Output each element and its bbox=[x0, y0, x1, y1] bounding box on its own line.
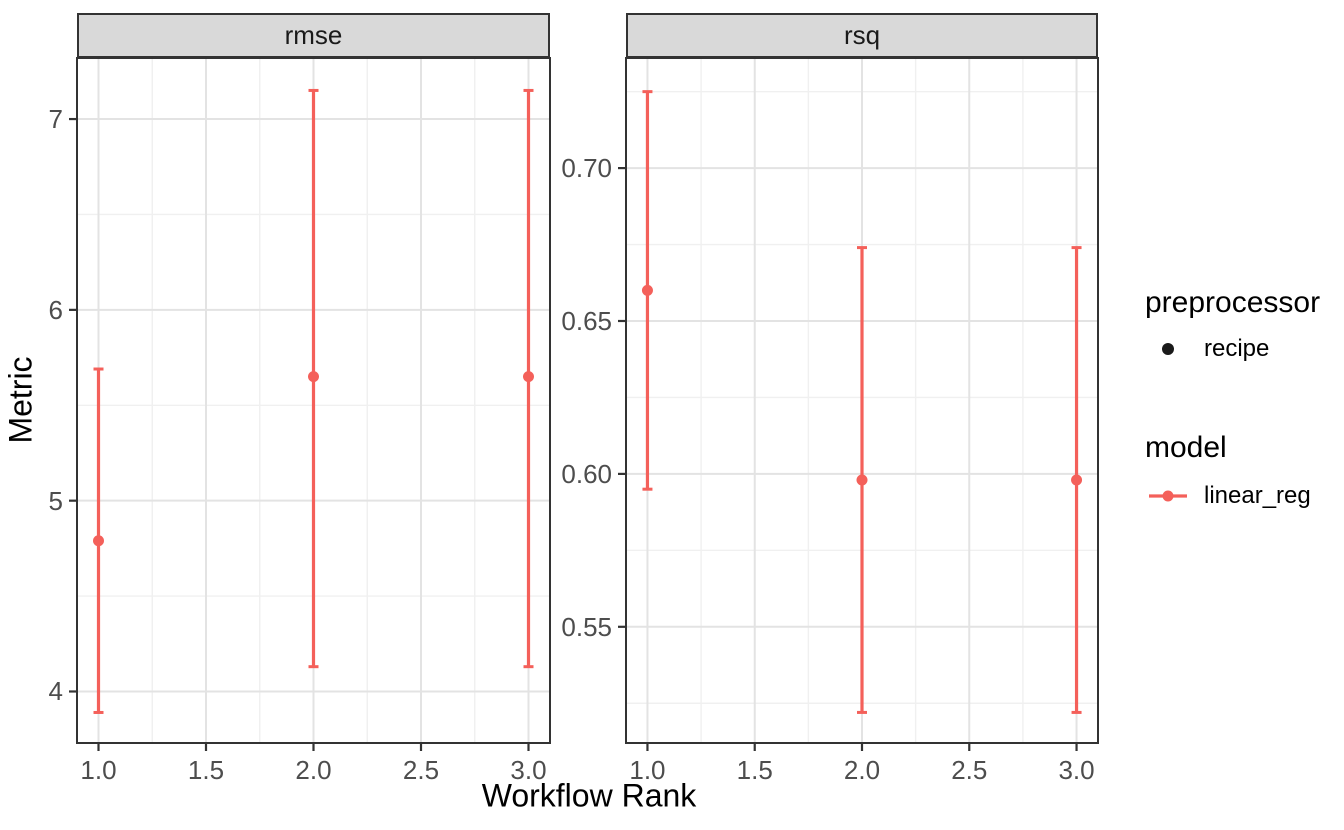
x-tick-label: 2.0 bbox=[295, 755, 332, 785]
linear-reg-line-point-icon bbox=[1149, 490, 1187, 502]
data-point bbox=[856, 474, 868, 486]
y-tick-label: 5 bbox=[48, 485, 63, 516]
legend-title-model: model bbox=[1145, 431, 1227, 464]
x-tick-label: 2.0 bbox=[843, 755, 881, 785]
legend-title-preprocessor: preprocessor bbox=[1145, 286, 1321, 319]
recipe-point-icon bbox=[1162, 343, 1174, 355]
legend-item-recipe: recipe bbox=[1148, 334, 1269, 364]
y-tick-label: 0.65 bbox=[561, 305, 612, 336]
x-tick-label: 1.5 bbox=[187, 755, 225, 785]
y-axis-title: Metric bbox=[2, 356, 39, 444]
y-tick-label: 0.55 bbox=[561, 611, 612, 642]
x-tick-label: 2.5 bbox=[402, 755, 440, 785]
x-tick-label: 1.5 bbox=[736, 755, 773, 785]
y-tick-label: 4 bbox=[48, 676, 63, 707]
legend-label-linear-reg: linear_reg bbox=[1204, 482, 1311, 509]
legend-item-linear-reg: linear_reg bbox=[1148, 481, 1311, 511]
y-tick-label: 0.70 bbox=[561, 153, 612, 184]
x-tick-label: 2.5 bbox=[951, 755, 988, 785]
x-tick-label: 1.0 bbox=[629, 755, 666, 785]
facet-strip-label: rmse bbox=[284, 20, 343, 50]
data-point bbox=[1071, 474, 1083, 486]
data-point bbox=[641, 284, 653, 296]
facet-strip-label: rsq bbox=[843, 20, 881, 50]
y-tick-label: 0.60 bbox=[561, 458, 612, 489]
facet-strip-rsq: rsq bbox=[626, 13, 1098, 58]
data-point bbox=[93, 535, 104, 547]
y-tick-label: 6 bbox=[48, 294, 63, 325]
data-point bbox=[308, 371, 319, 383]
x-tick-label: 3.0 bbox=[510, 755, 547, 785]
data-point bbox=[523, 371, 534, 383]
x-axis-title: Workflow Rank bbox=[481, 777, 697, 814]
facet-strip-rmse: rmse bbox=[77, 13, 550, 58]
legend-label-recipe: recipe bbox=[1204, 335, 1270, 362]
x-tick-label: 3.0 bbox=[1058, 755, 1095, 785]
y-tick-label: 7 bbox=[48, 104, 63, 135]
x-tick-label: 1.0 bbox=[80, 755, 117, 785]
